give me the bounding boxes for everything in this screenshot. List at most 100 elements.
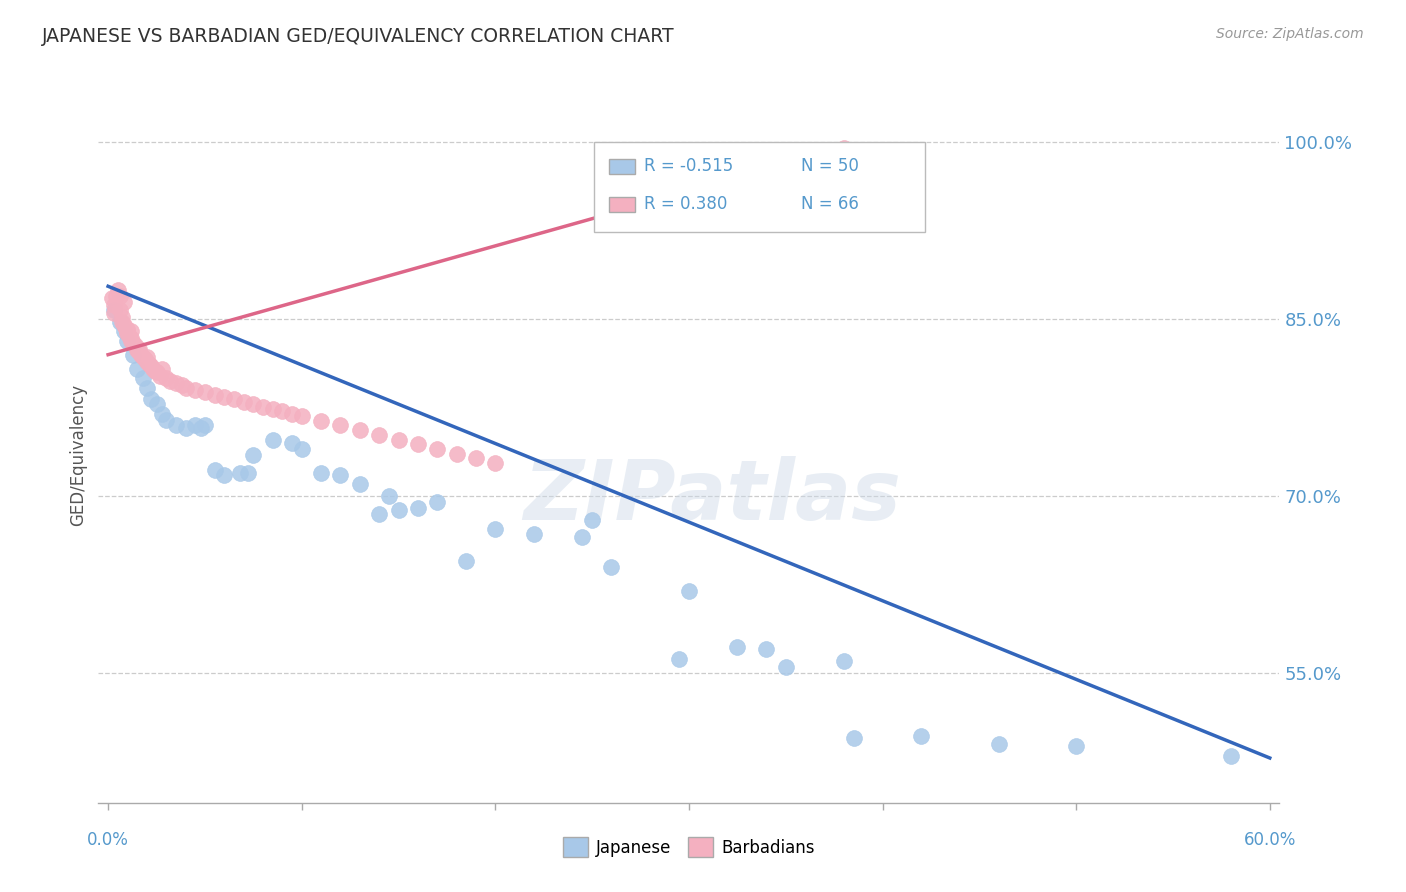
Text: R = 0.380: R = 0.380 bbox=[644, 195, 727, 213]
Point bbox=[600, 560, 623, 574]
Point bbox=[150, 361, 173, 376]
Point bbox=[194, 418, 217, 433]
Point bbox=[104, 289, 127, 303]
Point bbox=[571, 531, 593, 545]
Text: Source: ZipAtlas.com: Source: ZipAtlas.com bbox=[1216, 27, 1364, 41]
Point bbox=[426, 442, 449, 456]
Point bbox=[204, 388, 226, 402]
Point bbox=[725, 640, 748, 654]
Point bbox=[165, 376, 187, 390]
Point bbox=[155, 412, 177, 426]
Point bbox=[1064, 739, 1087, 754]
Point bbox=[523, 527, 546, 541]
Point bbox=[222, 392, 245, 407]
Point bbox=[329, 467, 352, 482]
Point bbox=[170, 378, 193, 392]
Point bbox=[214, 390, 236, 404]
Point bbox=[232, 395, 254, 409]
Point bbox=[775, 660, 797, 674]
Y-axis label: GED/Equivalency: GED/Equivalency bbox=[69, 384, 87, 526]
Point bbox=[138, 357, 160, 371]
Point bbox=[229, 466, 252, 480]
Point bbox=[117, 326, 139, 341]
Point bbox=[378, 489, 401, 503]
Point bbox=[668, 652, 690, 666]
Point bbox=[135, 350, 157, 364]
Point bbox=[184, 418, 207, 433]
Point bbox=[114, 322, 136, 336]
Text: N = 66: N = 66 bbox=[801, 195, 859, 213]
Point bbox=[581, 513, 603, 527]
Point bbox=[122, 335, 145, 350]
Point bbox=[349, 423, 371, 437]
Point bbox=[368, 428, 391, 442]
Point bbox=[832, 141, 855, 155]
Point bbox=[112, 294, 135, 309]
Point bbox=[135, 355, 157, 369]
FancyBboxPatch shape bbox=[595, 142, 925, 232]
Point bbox=[406, 437, 429, 451]
Point bbox=[291, 409, 314, 423]
Point bbox=[262, 433, 284, 447]
Point bbox=[122, 348, 145, 362]
Point bbox=[329, 418, 352, 433]
Point bbox=[387, 503, 409, 517]
Point bbox=[426, 495, 449, 509]
Point bbox=[214, 467, 236, 482]
Point bbox=[174, 421, 197, 435]
Point bbox=[910, 729, 932, 743]
Point bbox=[134, 352, 156, 367]
Point bbox=[387, 433, 409, 447]
Point bbox=[309, 414, 332, 428]
Point bbox=[309, 466, 332, 480]
Point bbox=[101, 291, 124, 305]
Point bbox=[484, 522, 506, 536]
Point bbox=[242, 397, 264, 411]
Point bbox=[145, 397, 167, 411]
Point bbox=[465, 451, 488, 466]
Point bbox=[242, 448, 264, 462]
Point bbox=[291, 442, 314, 456]
Point bbox=[124, 338, 146, 352]
Point bbox=[252, 400, 274, 414]
Point bbox=[128, 342, 150, 356]
Point bbox=[108, 289, 131, 303]
Point bbox=[281, 436, 304, 450]
Point bbox=[184, 383, 207, 397]
Point bbox=[755, 150, 778, 164]
Point bbox=[139, 359, 162, 374]
Text: ZIPatlas: ZIPatlas bbox=[523, 456, 901, 537]
Point bbox=[108, 315, 131, 329]
Point bbox=[112, 318, 135, 333]
Point bbox=[117, 334, 139, 348]
Point bbox=[128, 345, 150, 359]
Point bbox=[281, 407, 304, 421]
Text: R = -0.515: R = -0.515 bbox=[644, 157, 734, 175]
Text: 60.0%: 60.0% bbox=[1243, 830, 1296, 848]
Point bbox=[117, 324, 139, 338]
Point bbox=[755, 642, 778, 657]
Point bbox=[132, 371, 155, 385]
Point bbox=[484, 456, 506, 470]
Point bbox=[108, 302, 131, 317]
Point bbox=[103, 306, 125, 320]
Point bbox=[159, 374, 181, 388]
Point bbox=[139, 392, 162, 407]
Point bbox=[112, 324, 135, 338]
Point bbox=[107, 283, 129, 297]
Point bbox=[132, 350, 155, 364]
Point bbox=[127, 361, 149, 376]
Point bbox=[678, 583, 700, 598]
Point bbox=[129, 348, 152, 362]
Point bbox=[111, 310, 134, 324]
Point bbox=[155, 371, 177, 385]
Point bbox=[349, 477, 371, 491]
Point bbox=[262, 401, 284, 416]
Point bbox=[127, 343, 149, 357]
Point bbox=[832, 654, 855, 668]
Legend: Japanese, Barbadians: Japanese, Barbadians bbox=[557, 830, 821, 864]
Text: N = 50: N = 50 bbox=[801, 157, 859, 175]
FancyBboxPatch shape bbox=[609, 197, 634, 212]
Point bbox=[111, 315, 134, 329]
Point bbox=[368, 507, 391, 521]
